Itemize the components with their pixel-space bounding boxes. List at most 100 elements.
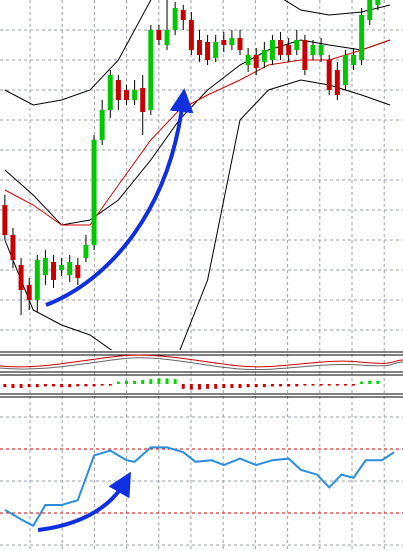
candle-body	[83, 245, 89, 258]
histogram-bar	[343, 384, 347, 386]
candle-body	[359, 15, 365, 60]
histogram-bar	[303, 384, 307, 386]
oscillator-line	[4, 446, 395, 528]
histogram-bar	[157, 378, 161, 384]
candle-body	[132, 90, 138, 100]
candle-body	[123, 90, 129, 100]
candle-body	[351, 55, 357, 65]
histogram-bar	[108, 384, 112, 386]
candle-body	[10, 235, 16, 260]
candle-body	[115, 80, 121, 100]
histogram-bar	[246, 384, 250, 388]
histogram-bar	[197, 384, 201, 390]
candle-body	[172, 8, 178, 30]
candle-body	[318, 45, 324, 55]
histogram-bar	[19, 384, 23, 388]
histogram-bar	[27, 384, 31, 388]
histogram-panel	[3, 378, 380, 390]
histogram-bar	[352, 384, 356, 386]
candle-body	[42, 258, 48, 275]
candle-body	[237, 38, 243, 50]
candle-body	[342, 55, 348, 85]
histogram-bar	[214, 384, 218, 389]
histogram-bar	[133, 380, 137, 384]
candle-body	[326, 60, 332, 90]
histogram-bar	[295, 384, 299, 387]
histogram-bar	[238, 384, 242, 388]
histogram-bar	[52, 384, 56, 387]
histogram-bar	[68, 384, 72, 388]
candle-body	[245, 55, 251, 65]
histogram-bar	[270, 384, 274, 387]
candle-body	[310, 45, 316, 55]
histogram-bar	[230, 384, 234, 388]
candle-body	[18, 265, 24, 290]
indicator-line	[4, 79, 391, 350]
histogram-bar	[100, 384, 104, 386]
histogram-bar	[116, 381, 120, 384]
histogram-bar	[368, 380, 372, 384]
histogram-bar	[141, 380, 145, 384]
histogram-bar	[335, 384, 339, 386]
histogram-bar	[11, 384, 15, 388]
histogram-bar	[327, 384, 331, 386]
candle-body	[59, 265, 65, 270]
price-panel	[2, 0, 391, 350]
candle-body	[269, 40, 275, 60]
candle-body	[99, 110, 105, 140]
candle-body	[278, 40, 284, 55]
panel-separators	[0, 351, 403, 398]
candle-body	[188, 20, 194, 50]
candle-body	[294, 40, 300, 50]
histogram-bar	[254, 384, 258, 388]
candle-body	[91, 140, 97, 245]
histogram-bar	[279, 384, 283, 387]
histogram-bar	[76, 384, 80, 387]
histogram-bar	[35, 384, 39, 388]
candle-body	[156, 30, 162, 40]
candle-body	[140, 88, 146, 112]
histogram-bar	[376, 380, 380, 384]
candle-body	[51, 262, 57, 280]
candle-body	[302, 40, 308, 70]
candle-body	[148, 30, 154, 110]
histogram-bar	[149, 379, 153, 384]
annotation-arrows	[37, 88, 194, 532]
candle-body	[164, 30, 170, 45]
histogram-bar	[222, 384, 226, 388]
candle-body	[196, 40, 202, 55]
indicator-line	[4, 0, 391, 106]
histogram-bar	[173, 379, 177, 384]
candle-body	[26, 285, 32, 300]
candle-body	[221, 40, 227, 45]
histogram-bar	[206, 384, 210, 389]
candle-body	[261, 50, 267, 62]
histogram-bar	[92, 384, 96, 387]
oscillator-panel	[0, 446, 403, 528]
candle-body	[253, 55, 259, 68]
candle-body	[34, 260, 40, 300]
candle-body	[367, 0, 373, 20]
candle-body	[67, 262, 73, 275]
histogram-bar	[262, 384, 266, 388]
candle-body	[205, 42, 211, 60]
candle-body	[213, 42, 219, 58]
histogram-bar	[189, 384, 193, 390]
histogram-bar	[319, 384, 323, 386]
candle-body	[229, 38, 235, 45]
histogram-bar	[181, 384, 185, 389]
histogram-bar	[43, 384, 47, 387]
histogram-bar	[60, 384, 64, 388]
candle-body	[75, 265, 81, 278]
histogram-bar	[360, 381, 364, 384]
candle-body	[334, 70, 340, 95]
histogram-bar	[3, 384, 7, 388]
histogram-bar	[165, 378, 169, 384]
histogram-bar	[287, 384, 291, 387]
candle-body	[375, 0, 381, 5]
histogram-bar	[84, 384, 88, 387]
histogram-bar	[311, 384, 315, 386]
candle-body	[286, 45, 292, 55]
